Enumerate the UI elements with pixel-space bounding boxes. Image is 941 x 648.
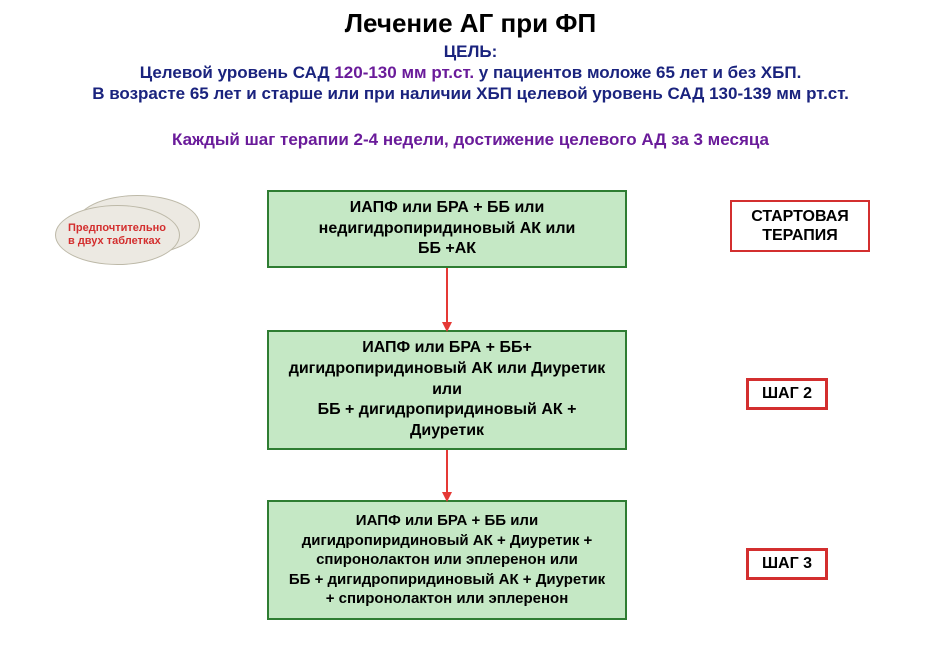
ellipse-text-line1: Предпочтительно (68, 222, 166, 234)
goal-text-fragment: В возрасте 65 лет и старше или при налич… (92, 84, 849, 103)
step-label-label3: ШАГ 3 (746, 548, 828, 580)
goal-text-fragment: 120-130 мм рт.ст. (334, 63, 474, 82)
goal-text-fragment: Целевой уровень САД (140, 63, 335, 82)
step-box-step3: ИАПФ или БРА + ББ илидигидропиридиновый … (267, 500, 627, 620)
step-box-step2: ИАПФ или БРА + ББ+дигидропиридиновый АК … (267, 330, 627, 450)
step-label-label2: ШАГ 2 (746, 378, 828, 410)
arrow-head-1 (442, 492, 452, 502)
page-title: Лечение АГ при ФП (0, 8, 941, 39)
goal-text: Целевой уровень САД 120-130 мм рт.ст. у … (50, 62, 891, 105)
arrow-head-0 (442, 322, 452, 332)
step-label-label1: СТАРТОВАЯТЕРАПИЯ (730, 200, 870, 252)
goal-text-fragment: у пациентов моложе 65 лет и без ХБП. (474, 63, 801, 82)
step-box-step1: ИАПФ или БРА + ББ илинедигидропиридиновы… (267, 190, 627, 268)
arrow-line-1 (446, 450, 448, 492)
arrow-line-0 (446, 268, 448, 322)
ellipse-text: Предпочтительно в двух таблетках (68, 222, 166, 248)
therapy-note: Каждый шаг терапии 2-4 недели, достижени… (50, 130, 891, 150)
ellipse-text-line2: в двух таблетках (68, 235, 161, 247)
diagram-canvas: Лечение АГ при ФП ЦЕЛЬ: Целевой уровень … (0, 0, 941, 648)
goal-label: ЦЕЛЬ: (0, 42, 941, 62)
